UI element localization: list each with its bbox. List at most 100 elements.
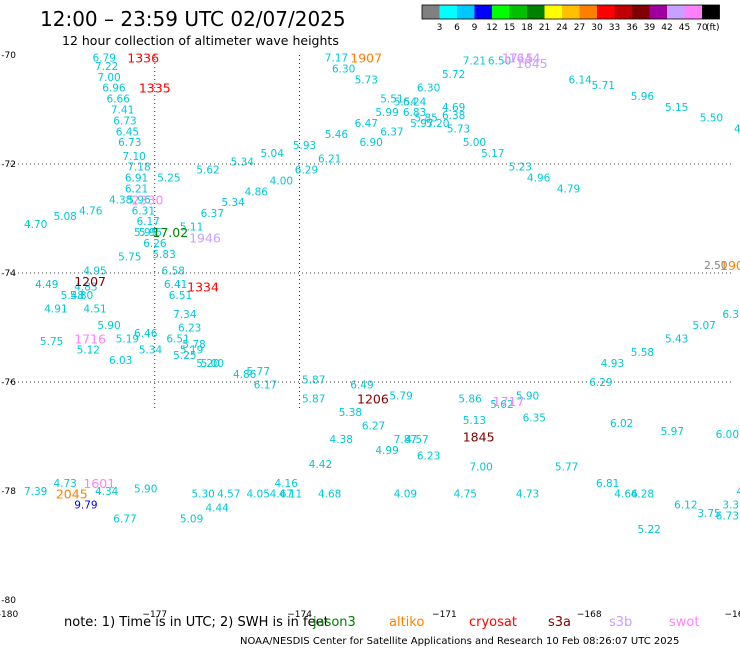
wave-height-value: 7.21: [463, 55, 486, 67]
wave-height-value: 4.51: [83, 303, 106, 315]
wave-height-value: 5.93: [293, 140, 316, 152]
wave-height-value: 6.02: [610, 418, 633, 430]
wave-height-value: 5.80: [70, 290, 93, 302]
wave-height-value: 5.30: [191, 489, 214, 501]
wave-height-value: 4.09: [394, 489, 417, 501]
wave-height-value: 4.86: [245, 186, 269, 198]
scale-label: 15: [504, 23, 515, 33]
wave-height-value: 6.51: [166, 333, 189, 345]
wave-height-value: 2.50: [704, 260, 727, 272]
footer-note: note: 1) Time is in UTC; 2) SWH is in fe…: [64, 615, 329, 630]
x-tick-label: -180: [0, 610, 18, 620]
wave-height-value: 5.85: [414, 113, 437, 125]
scale-label: 6: [454, 23, 460, 33]
x-tick-label: −168: [577, 610, 602, 620]
wave-height-value: 5.86: [458, 393, 482, 405]
scale-label: 12: [486, 23, 497, 33]
pass-time-label: 1717: [493, 394, 525, 409]
wave-height-value: 5.62: [196, 164, 219, 176]
scale-label: 9: [472, 23, 478, 33]
wave-height-value: 6.24: [403, 96, 427, 108]
wave-height-value: 7.87: [394, 434, 417, 446]
wave-height-value: 5.75: [40, 336, 63, 348]
wave-height-value: 6.26: [143, 238, 167, 250]
wave-height-value: 5.90: [97, 320, 120, 332]
wave-height-value: 5.43: [665, 333, 688, 345]
wave-height-value: 5.19: [180, 344, 203, 356]
wave-height-value: 5.54: [394, 96, 418, 108]
wave-height-value: 5.99: [375, 107, 398, 119]
wave-height-value: 5.97: [410, 118, 433, 130]
wave-height-value: 5.00: [201, 358, 224, 370]
wave-height-value: 5.34: [231, 156, 255, 168]
scale-label: 45: [679, 23, 690, 33]
pass-time-label: 1206: [357, 391, 389, 406]
wave-height-value: 6.27: [362, 421, 385, 433]
wave-height-value: 6.66: [107, 94, 131, 106]
wave-height-value: 6.38: [442, 110, 465, 122]
wave-height-value: 5.46: [325, 129, 349, 141]
chart-subtitle: 12 hour collection of altimeter wave hei…: [62, 33, 339, 48]
scale-swatch: [579, 5, 597, 19]
wave-height-value: 6.21: [318, 154, 341, 166]
scale-label: 24: [556, 23, 568, 33]
wave-height-value: 5.25: [173, 350, 196, 362]
wave-height-value: 5.50: [700, 113, 723, 125]
wave-height-value: 6.91: [125, 173, 148, 185]
wave-height-value: 4.91: [44, 303, 67, 315]
wave-height-value: 7.17: [325, 53, 348, 65]
scale-swatch: [439, 5, 457, 19]
wave-height-value: 6.35: [523, 412, 546, 424]
legend-altiko: altiko: [389, 615, 424, 630]
wave-height-value: 6.14: [568, 75, 592, 87]
wave-height-value: 5.95: [134, 227, 157, 239]
wave-height-value: 5.96: [631, 91, 655, 103]
legend-cryosat: cryosat: [469, 615, 517, 630]
wave-height-value: 6.49: [350, 380, 373, 392]
wave-height-value: 6.17: [136, 216, 159, 228]
wave-height-value: 6.30: [417, 83, 440, 95]
wave-height-value: 6.81: [596, 478, 619, 490]
wave-height-value: 4.66: [614, 489, 638, 501]
legend-s3a: s3a: [548, 615, 571, 630]
legend-jason3: jason3: [312, 615, 356, 630]
pass-time-label: 1645: [516, 56, 548, 71]
wave-height-value: 7.22: [95, 61, 118, 73]
scale-swatch: [614, 5, 632, 19]
wave-height-value: 4.73: [53, 478, 76, 490]
scale-swatch: [632, 5, 650, 19]
x-tick-label: −177: [142, 610, 167, 620]
wave-height-value: 4.70: [24, 219, 47, 231]
wave-height-value: 4.57: [405, 434, 428, 446]
pass-time-label: 2045: [56, 487, 88, 502]
wave-height-value: 5.73: [355, 75, 378, 87]
wave-height-value: 4.42: [309, 459, 332, 471]
legend-swot: swot: [669, 615, 699, 630]
wave-height-value: 9.79: [74, 500, 97, 512]
scale-swatch: [597, 5, 615, 19]
wave-height-value: 5.77: [555, 461, 578, 473]
wave-height-value: 5.77: [247, 366, 270, 378]
wave-height-value: 5.62: [490, 399, 513, 411]
wave-height-value: 4.83: [74, 282, 97, 294]
wave-height-value: 5.90: [134, 483, 157, 495]
wave-height-value: 4.44: [205, 502, 229, 514]
wave-height-value: 5.75: [118, 252, 141, 264]
wave-height-value: 6.03: [109, 355, 132, 367]
wave-height-value: 5.22: [637, 524, 660, 536]
wave-height-value: 5.58: [631, 347, 654, 359]
wave-height-value: 4.16: [275, 478, 299, 490]
wave-height-value: 6.41: [164, 279, 187, 291]
scale-swatch: [527, 5, 545, 19]
wave-height-value: 5.13: [463, 415, 486, 427]
wave-height-value: 5.34: [221, 197, 245, 209]
wave-height-value: 6.83: [403, 107, 426, 119]
wave-height-value: 5.96: [127, 194, 151, 206]
wave-height-value: 5.72: [442, 69, 465, 81]
wave-height-value: 4.68: [318, 489, 341, 501]
wave-height-value: 5.07: [692, 320, 715, 332]
y-tick-label: -70: [1, 51, 16, 61]
scale-label: 36: [626, 23, 638, 33]
pass-time-label: 17.02: [152, 225, 188, 240]
scale-swatch: [684, 5, 702, 19]
